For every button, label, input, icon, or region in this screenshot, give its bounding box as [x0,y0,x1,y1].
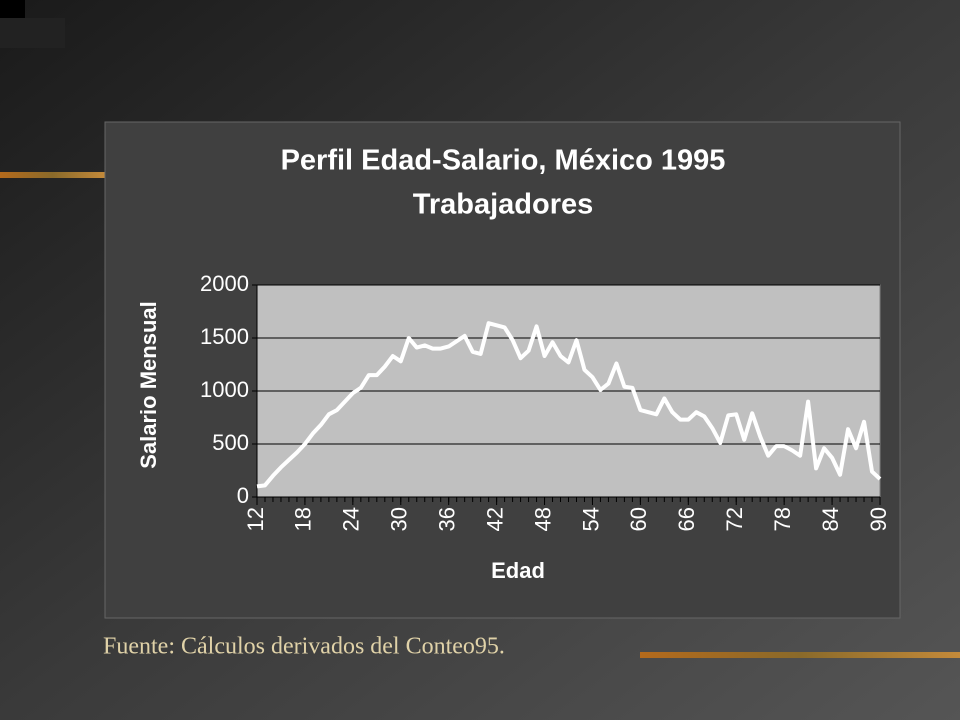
data-line [256,321,882,489]
x-tick-label: 90 [866,507,891,531]
decor-stripe [0,172,105,178]
source-note: Fuente: Cálculos derivados del Conteo95. [103,634,505,660]
x-tick-label: 78 [770,507,795,531]
y-tick-label: 1500 [200,324,249,349]
x-tick-label: 24 [339,507,364,531]
chart-title: Perfil Edad-Salario, México 1995 [281,145,726,177]
x-axis-label: Edad [491,558,545,583]
x-tick-label: 42 [482,507,507,531]
y-tick-label: 2000 [200,271,249,296]
x-tick-label: 18 [291,507,316,531]
x-tick-label: 48 [530,507,555,531]
decor-stripe [640,652,960,658]
x-tick-label: 60 [626,507,651,531]
y-tick-label: 500 [212,430,249,455]
y-axis-label: Salario Mensual [136,301,161,469]
y-tick-label: 0 [237,483,249,508]
x-tick-label: 72 [722,507,747,531]
y-tick-label: 1000 [200,377,249,402]
decor-square [0,0,25,18]
x-tick-label: 66 [674,507,699,531]
x-tick-label: 30 [387,507,412,531]
x-tick-label: 54 [578,507,603,531]
x-tick-label: 12 [243,507,268,531]
decor-square [0,18,65,48]
x-tick-label: 84 [818,507,843,531]
x-tick-label: 36 [435,507,460,531]
chart-subtitle: Trabajadores [413,189,594,221]
